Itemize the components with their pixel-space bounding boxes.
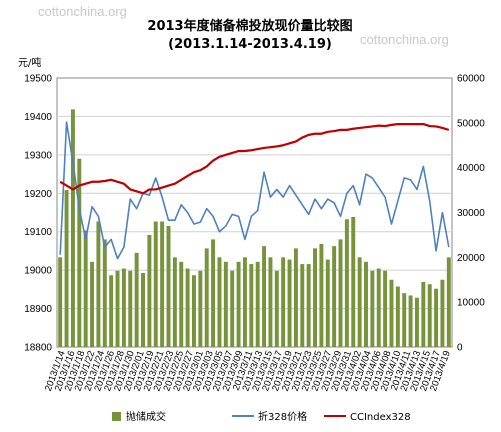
- left-tick-label: 19200: [24, 189, 52, 200]
- left-axis-unit: 元/吨: [18, 56, 41, 69]
- bar-trade-volume: [192, 275, 196, 347]
- bar-trade-volume: [293, 248, 298, 347]
- bar-trade-volume: [70, 109, 75, 347]
- bar-trade-volume: [153, 221, 158, 347]
- left-tick-label: 19500: [24, 74, 52, 85]
- bar-trade-volume: [274, 270, 279, 347]
- axes-layer: 18800 18900 19000 19100 19200 19300 19400 19500…: [24, 74, 485, 393]
- bar-trade-volume: [217, 257, 222, 347]
- bar-trade-volume: [242, 257, 247, 347]
- bar-trade-volume: [351, 216, 356, 347]
- legend-label: 抛储成交: [126, 410, 166, 423]
- bar-trade-volume: [357, 257, 362, 347]
- bar-trade-volume: [255, 261, 260, 347]
- watermark-top-right: cottonchina.org: [360, 32, 449, 47]
- lines-layer: [59, 121, 450, 260]
- bar-trade-volume: [134, 252, 139, 347]
- line-price-328: [59, 121, 450, 260]
- line-ccindex: [59, 123, 450, 195]
- bar-trade-volume: [262, 246, 267, 348]
- bar-trade-volume: [77, 158, 82, 347]
- bar-trade-volume: [90, 261, 95, 347]
- bar-trade-volume: [427, 284, 432, 347]
- bar-trade-volume: [306, 264, 311, 347]
- bar-trade-volume: [376, 268, 381, 347]
- bar-trade-volume: [319, 243, 324, 347]
- left-tick-label: 19100: [24, 227, 52, 238]
- legend-item-ccindex: CCIndex328: [324, 412, 411, 423]
- bar-trade-volume: [440, 279, 445, 347]
- bar-trade-volume: [395, 286, 400, 347]
- legend-item-price-328: 折328价格: [232, 410, 307, 423]
- bar-trade-volume: [313, 248, 317, 347]
- bar-trade-volume: [344, 219, 349, 347]
- bar-trade-volume: [332, 246, 337, 348]
- bar-trade-volume: [166, 225, 171, 347]
- bar-trade-volume: [408, 295, 413, 347]
- bar-trade-volume: [121, 268, 126, 347]
- watermark-top-left: cottonchina.org: [38, 4, 127, 19]
- left-tick-label: 18900: [24, 304, 52, 315]
- bar-trade-volume: [370, 270, 375, 347]
- legend-label: 折328价格: [258, 410, 307, 423]
- bar-trade-volume: [389, 279, 394, 347]
- bar-trade-volume: [185, 268, 190, 347]
- bar-trade-volume: [102, 239, 107, 347]
- left-tick-label: 19000: [24, 266, 52, 277]
- bar-trade-volume: [109, 275, 114, 347]
- bar-trade-volume: [83, 230, 88, 347]
- left-tick-label: 19400: [24, 112, 52, 123]
- bar-trade-volume: [64, 190, 69, 347]
- bar-trade-volume: [211, 239, 216, 347]
- bar-trade-volume: [414, 297, 419, 347]
- bar-trade-volume: [172, 257, 177, 347]
- bar-trade-volume: [446, 257, 451, 347]
- left-tick-label: 19300: [24, 150, 52, 161]
- plot-area: [56, 77, 453, 348]
- bar-trade-volume: [364, 261, 368, 347]
- bar-trade-volume: [204, 248, 209, 347]
- right-tick-label: 0: [457, 343, 463, 354]
- right-tick-label: 10000: [457, 298, 485, 309]
- bar-trade-volume: [421, 281, 426, 347]
- right-tick-label: 60000: [457, 74, 485, 85]
- left-tick-label: 18800: [24, 343, 52, 354]
- bar-trade-volume: [141, 273, 145, 347]
- right-tick-label: 40000: [457, 163, 485, 174]
- bar-trade-volume: [160, 221, 165, 347]
- bar-trade-volume: [338, 239, 343, 347]
- bar-trade-volume: [223, 261, 228, 347]
- bar-trade-volume: [115, 270, 120, 347]
- bar-trade-volume: [198, 270, 203, 347]
- bar-trade-volume: [287, 259, 292, 347]
- bar-trade-volume: [96, 221, 101, 347]
- bar-trade-volume: [325, 259, 330, 347]
- legend-item-trade-volume: 抛储成交: [112, 410, 166, 423]
- chart-subtitle: (2013.1.14-2013.4.19): [168, 37, 332, 52]
- right-tick-label: 20000: [457, 253, 485, 264]
- bar-trade-volume: [147, 234, 152, 347]
- legend: 抛储成交 折328价格 CCIndex328: [112, 410, 411, 423]
- bar-trade-volume: [249, 264, 254, 347]
- bar-trade-volume: [58, 257, 63, 347]
- bar-trade-volume: [300, 264, 305, 347]
- bar-trade-volume: [179, 261, 184, 347]
- bar-trade-volume: [128, 270, 133, 347]
- bar-trade-volume: [230, 270, 235, 347]
- chart-title: 2013年度储备棉投放现价量比较图: [147, 18, 352, 34]
- bar-trade-volume: [434, 288, 439, 347]
- right-tick-label: 30000: [457, 208, 485, 219]
- bar-trade-volume: [402, 293, 407, 347]
- legend-label: CCIndex328: [350, 412, 411, 423]
- bar-trade-volume: [268, 257, 273, 347]
- bar-trade-volume: [236, 261, 241, 347]
- bar-trade-volume: [281, 257, 286, 347]
- right-tick-label: 50000: [457, 118, 485, 129]
- legend-swatch: [112, 412, 121, 421]
- bar-trade-volume: [383, 270, 388, 347]
- bars-layer: [58, 109, 451, 348]
